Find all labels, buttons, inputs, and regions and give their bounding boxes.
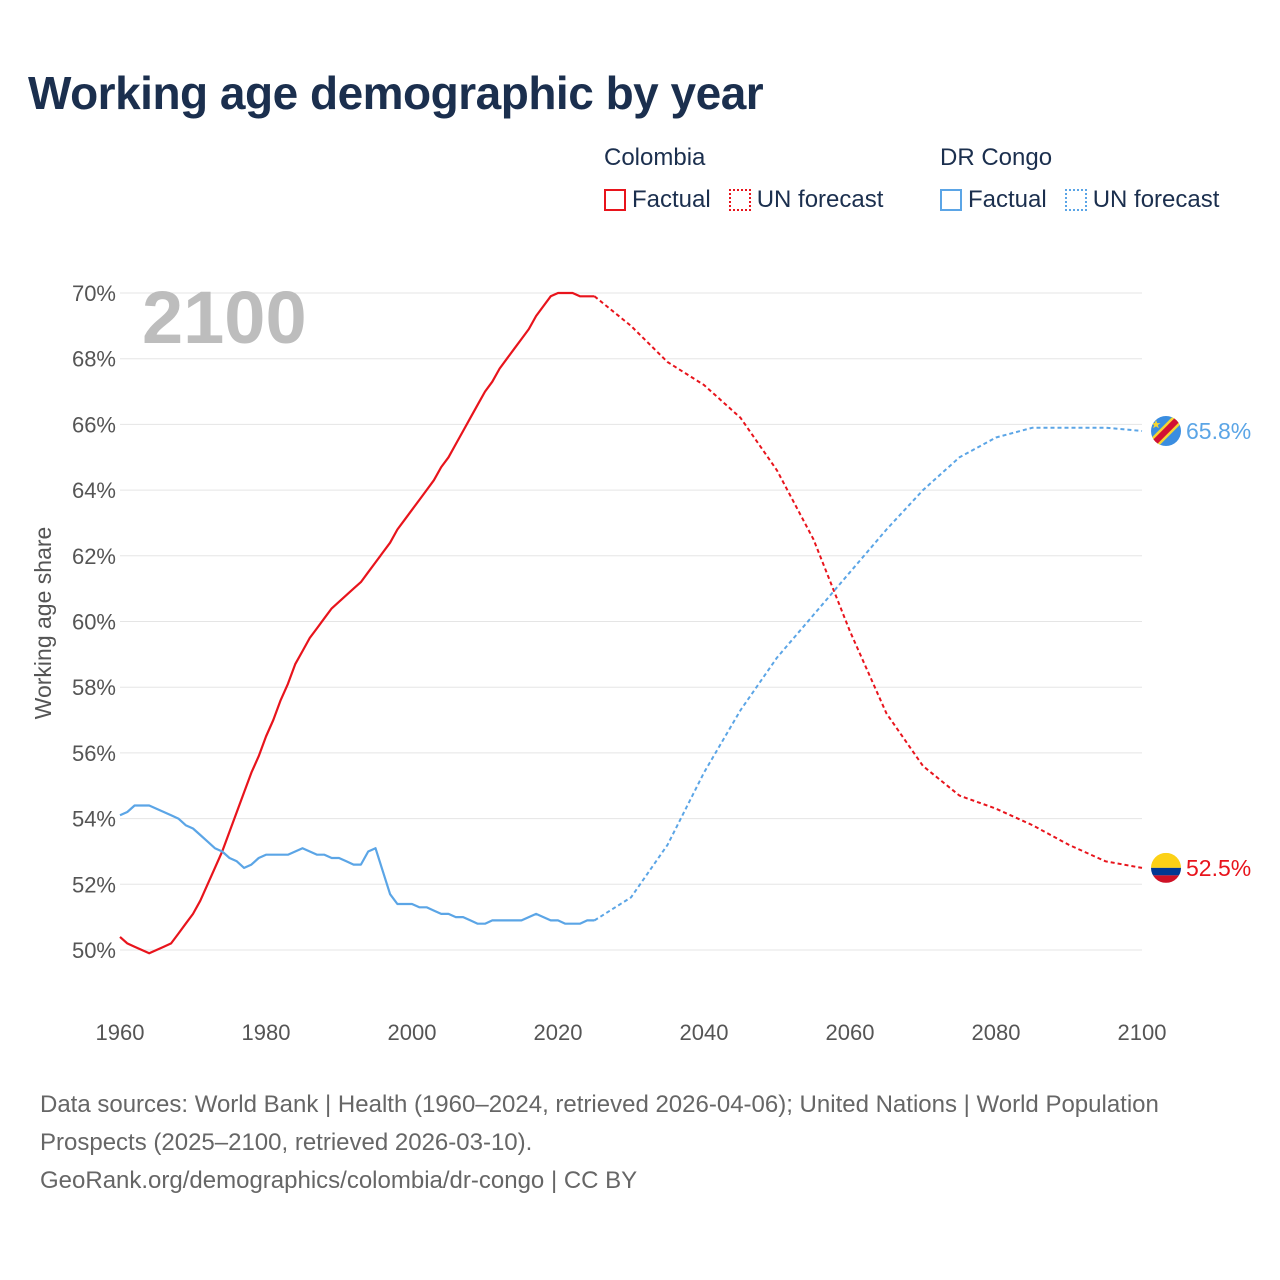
legend-drc-forecast-label: UN forecast — [1092, 186, 1220, 213]
y-tick-label: 64% — [72, 478, 116, 503]
legend-colombia-name: Colombia — [604, 144, 706, 171]
source-line-2: GeoRank.org/demographics/colombia/dr-con… — [40, 1167, 638, 1194]
y-tick-label: 56% — [72, 741, 116, 766]
legend-colombia-forecast[interactable]: UN forecast — [728, 186, 884, 214]
x-tick-label: 1960 — [96, 1020, 145, 1045]
x-tick-label: 1980 — [242, 1020, 291, 1045]
y-axis-ticks: 50% 52% 54% 56% 58% 60% 62% 64% 66% 68% 70% — [72, 281, 116, 963]
legend-drc-name: DR Congo — [940, 144, 1053, 171]
y-tick-label: 58% — [72, 675, 116, 700]
end-markers — [1151, 415, 1181, 883]
colombia-factual-line — [119, 291, 595, 955]
end-labels: 65.8% 52.5% — [1186, 418, 1251, 881]
legend-drc-factual-swatch — [940, 189, 962, 211]
y-tick-label: 66% — [72, 412, 116, 437]
x-axis-ticks: 1960 1980 2000 2020 2040 2060 2080 2100 — [96, 1020, 1167, 1045]
legend-colombia: Colombia Factual UN forecast — [604, 144, 883, 214]
series-lines — [119, 291, 1143, 955]
x-tick-label: 2040 — [680, 1020, 729, 1045]
y-tick-label: 54% — [72, 807, 116, 832]
legend-colombia-factual-label: Factual — [632, 186, 711, 213]
line-chart: 2100 50% 52% 54% 56% 58% 60% 62% 64% 66% 68% 70% 1… — [30, 276, 1251, 1045]
legend-colombia-factual-swatch — [604, 189, 626, 211]
x-tick-label: 2100 — [1118, 1020, 1167, 1045]
legend-colombia-forecast-label: UN forecast — [756, 186, 884, 213]
x-tick-label: 2000 — [388, 1020, 437, 1045]
y-tick-label: 52% — [72, 872, 116, 897]
x-tick-label: 2080 — [972, 1020, 1021, 1045]
chart-title: Working age demographic by year — [28, 67, 764, 119]
colombia-forecast-line — [593, 295, 1143, 869]
legend-drc-forecast-swatch — [1064, 189, 1087, 211]
y-tick-label: 70% — [72, 281, 116, 306]
y-tick-label: 62% — [72, 544, 116, 569]
legend-colombia-forecast-swatch — [728, 189, 751, 211]
source-line-1: Data sources: World Bank | Health (1960–… — [40, 1091, 1159, 1156]
y-tick-label: 50% — [72, 938, 116, 963]
dr-congo-end-label: 65.8% — [1186, 418, 1251, 444]
x-tick-label: 2020 — [534, 1020, 583, 1045]
legend-colombia-factual[interactable]: Factual — [604, 186, 711, 214]
dr-congo-factual-line — [119, 804, 595, 925]
gridlines — [120, 292, 1142, 951]
colombia-flag-icon — [1151, 852, 1181, 883]
year-annotation: 2100 — [142, 276, 307, 359]
legend-drc: DR Congo Factual UN forecast — [940, 144, 1219, 214]
y-tick-label: 68% — [72, 347, 116, 372]
legend-drc-factual[interactable]: Factual — [940, 186, 1047, 214]
y-axis-label: Working age share — [30, 527, 56, 720]
x-tick-label: 2060 — [826, 1020, 875, 1045]
legend-drc-forecast[interactable]: UN forecast — [1064, 186, 1220, 214]
source-note: Data sources: World Bank | Health (1960–… — [40, 1086, 1240, 1200]
dr-congo-flag-icon — [1151, 415, 1181, 446]
colombia-end-label: 52.5% — [1186, 855, 1251, 881]
dr-congo-forecast-line — [593, 426, 1143, 922]
legend-drc-factual-label: Factual — [968, 186, 1047, 213]
y-tick-label: 60% — [72, 610, 116, 635]
